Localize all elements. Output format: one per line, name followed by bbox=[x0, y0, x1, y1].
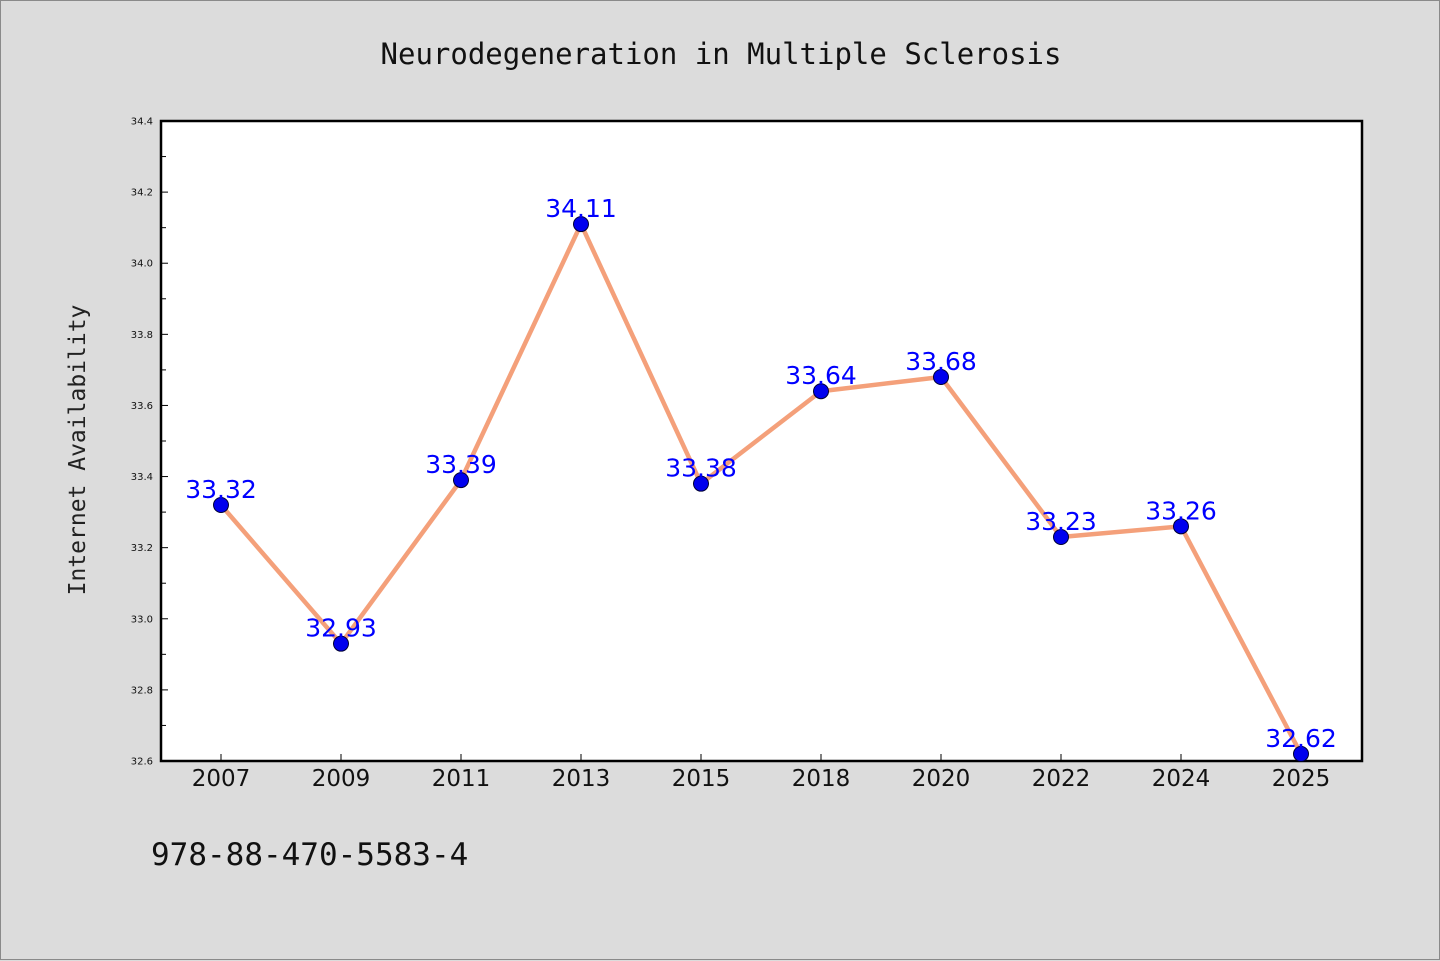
data-label: 33.26 bbox=[1145, 496, 1217, 525]
x-tick-label: 2024 bbox=[1152, 766, 1211, 792]
axis-ticks: 32.6 32.8 33.0 33.2 33.4 33.6 33.8 34.0 34.2 34.4… bbox=[131, 117, 1331, 793]
series-line bbox=[218, 221, 1304, 757]
data-label: 33.23 bbox=[1025, 507, 1097, 536]
y-axis-label: Internet Availability bbox=[65, 305, 91, 596]
series-line-layer bbox=[218, 221, 1304, 757]
x-tick-label: 2022 bbox=[1032, 766, 1091, 792]
data-point-marker bbox=[333, 635, 349, 652]
y-tick-label: 34.0 bbox=[131, 259, 153, 270]
data-label: 33.32 bbox=[185, 475, 257, 504]
series-marker-layer bbox=[213, 216, 1309, 762]
x-tick-label: 2007 bbox=[192, 766, 251, 792]
plot-area bbox=[159, 119, 1364, 763]
data-label: 33.38 bbox=[665, 454, 737, 483]
data-point-marker bbox=[1053, 529, 1069, 545]
x-tick-label: 2013 bbox=[552, 766, 611, 792]
data-label: 33.64 bbox=[785, 361, 857, 390]
data-label: 33.68 bbox=[905, 347, 977, 376]
data-point-marker bbox=[933, 369, 949, 385]
y-tick-label: 33.4 bbox=[131, 472, 153, 483]
x-tick-label: 2018 bbox=[792, 766, 851, 792]
y-tick-label: 32.8 bbox=[131, 685, 153, 696]
data-point-marker bbox=[453, 472, 469, 489]
y-tick-label: 33.2 bbox=[131, 543, 153, 554]
data-label: 32.62 bbox=[1265, 724, 1337, 753]
x-tick-label: 2020 bbox=[912, 766, 971, 792]
x-tick-label: 2011 bbox=[432, 766, 491, 792]
y-tick-label: 34.2 bbox=[131, 188, 153, 199]
chart-title: Neurodegeneration in Multiple Sclerosis bbox=[381, 37, 1062, 71]
x-tick-label: 2015 bbox=[672, 766, 731, 792]
data-label-layer: 33.32 32.93 33.39 34.11 33.38 33.64 33.68 33.23… bbox=[185, 194, 1337, 753]
footnote-isbn: 978-88-470-5583-4 bbox=[151, 837, 468, 873]
y-tick-label: 32.6 bbox=[131, 757, 153, 768]
data-point-marker bbox=[573, 216, 589, 233]
y-tick-label: 33.8 bbox=[131, 330, 153, 341]
data-point-marker bbox=[1173, 518, 1189, 535]
data-label: 32.93 bbox=[305, 614, 377, 643]
data-label: 34.11 bbox=[545, 194, 617, 223]
x-tick-label: 2009 bbox=[312, 766, 371, 792]
y-tick-label: 33.6 bbox=[131, 401, 153, 412]
data-point-marker bbox=[213, 497, 229, 513]
x-tick-label: 2025 bbox=[1272, 766, 1331, 792]
data-point-marker bbox=[1293, 745, 1309, 762]
data-point-marker bbox=[693, 475, 709, 492]
data-point-marker bbox=[813, 383, 829, 400]
data-label: 33.39 bbox=[425, 450, 497, 479]
y-tick-label: 33.0 bbox=[131, 614, 153, 625]
y-tick-label: 34.4 bbox=[131, 117, 153, 128]
